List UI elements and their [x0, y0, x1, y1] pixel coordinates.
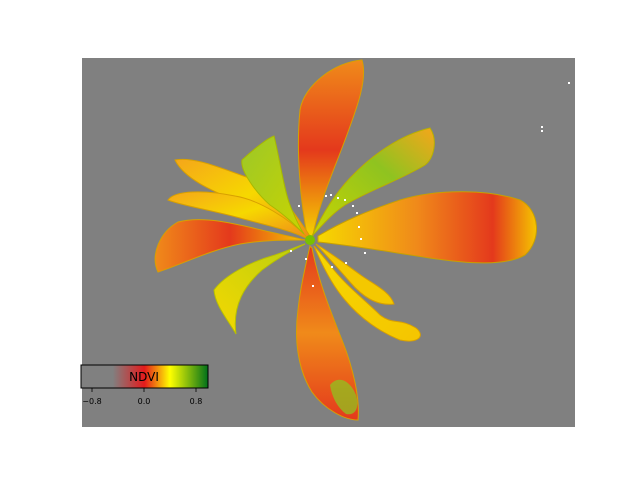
plant	[154, 59, 570, 421]
plant-center	[305, 235, 315, 245]
colorbar-gradient	[80, 364, 209, 389]
leaf-bottom	[296, 245, 359, 421]
colorbar: NDVI −0.8 0.0 0.8	[80, 364, 209, 406]
colorbar-tick-label: 0.8	[190, 397, 203, 406]
colorbar-tick-label: −0.8	[82, 397, 101, 406]
leaf-lower-right-small	[315, 243, 395, 305]
colorbar-label: NDVI	[129, 370, 159, 384]
leaf-upper-green	[241, 135, 305, 235]
leaf-upper-left-2	[167, 191, 307, 239]
leaf-lower-right	[313, 245, 421, 342]
leaf-bottom-green-patch	[330, 379, 358, 415]
leaf-left	[154, 219, 306, 273]
colorbar-tick-label: 0.0	[138, 397, 151, 406]
leaf-upper-right	[311, 127, 435, 237]
leaf-top	[297, 59, 365, 241]
noise-pixels	[290, 82, 570, 287]
leaf-right-large	[317, 191, 537, 264]
leaf-lower-left	[213, 243, 306, 335]
